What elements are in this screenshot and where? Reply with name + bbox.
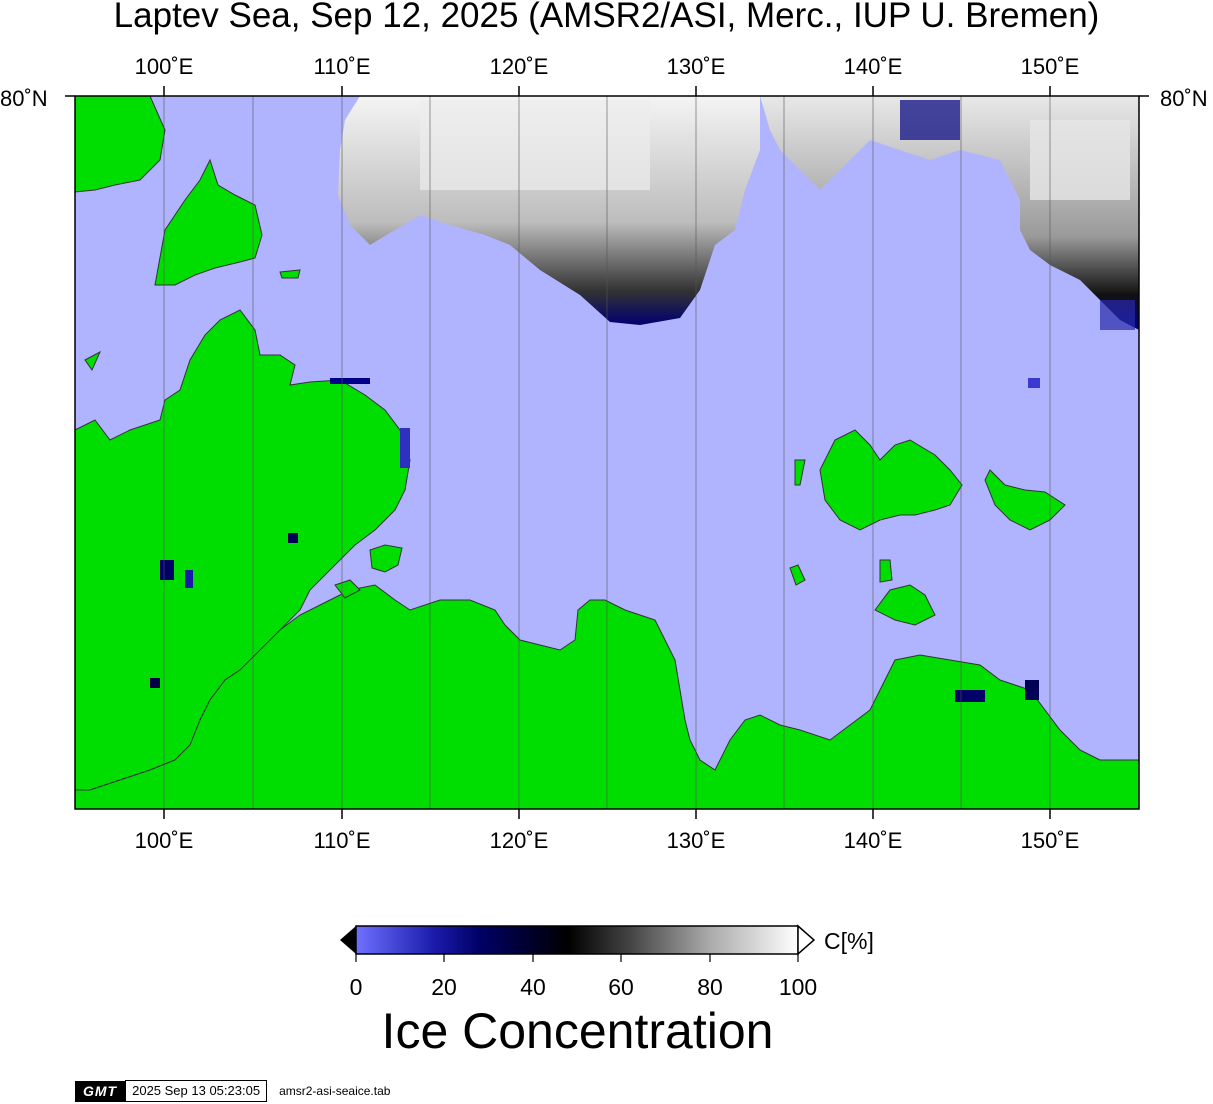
map-frame	[65, 86, 1149, 819]
lon-label-bottom-150: 150˚E	[1020, 828, 1080, 853]
colorbar-tick-20: 20	[431, 974, 457, 1000]
lon-label-bottom-120: 120˚E	[489, 828, 549, 853]
graticule	[163, 96, 1051, 809]
lon-label-bottom-100: 100˚E	[134, 828, 194, 853]
lon-label-top-110: 110˚E	[313, 54, 371, 79]
colorbar-tick-40: 40	[520, 974, 546, 1000]
colorbar-tick-80: 80	[697, 974, 723, 1000]
timestamp: 2025 Sep 13 05:23:05	[125, 1080, 268, 1102]
lon-label-bottom-130: 130˚E	[666, 828, 726, 853]
lon-label-top-140: 140˚E	[843, 54, 903, 79]
lon-label-top-150: 150˚E	[1020, 54, 1080, 79]
lon-label-bottom-110: 110˚E	[313, 828, 371, 853]
lat-label-right: 80˚N	[1160, 86, 1208, 111]
colorbar-tick-60: 60	[608, 974, 634, 1000]
lon-label-top-130: 130˚E	[666, 54, 726, 79]
colorbar-tick-0: 0	[349, 974, 363, 1000]
colorbar-unit: C[%]	[824, 928, 874, 954]
sea-ice-pack	[338, 96, 1139, 388]
lon-label-top-120: 120˚E	[489, 54, 549, 79]
colorbar-title: Ice Concentration	[381, 1003, 774, 1059]
lon-label-bottom-140: 140˚E	[843, 828, 903, 853]
colorbar	[340, 924, 816, 962]
coastal-ice	[150, 378, 1039, 702]
footer: GMT 2025 Sep 13 05:23:05 amsr2-asi-seaic…	[75, 1080, 390, 1102]
gmt-logo: GMT	[75, 1080, 126, 1102]
source-filename: amsr2-asi-seaice.tab	[279, 1084, 391, 1098]
colorbar-tick-100: 100	[778, 974, 818, 1000]
lat-label-left: 80˚N	[0, 86, 48, 111]
lon-label-top-100: 100˚E	[134, 54, 194, 79]
map-title: Laptev Sea, Sep 12, 2025 (AMSR2/ASI, Mer…	[113, 0, 1100, 35]
